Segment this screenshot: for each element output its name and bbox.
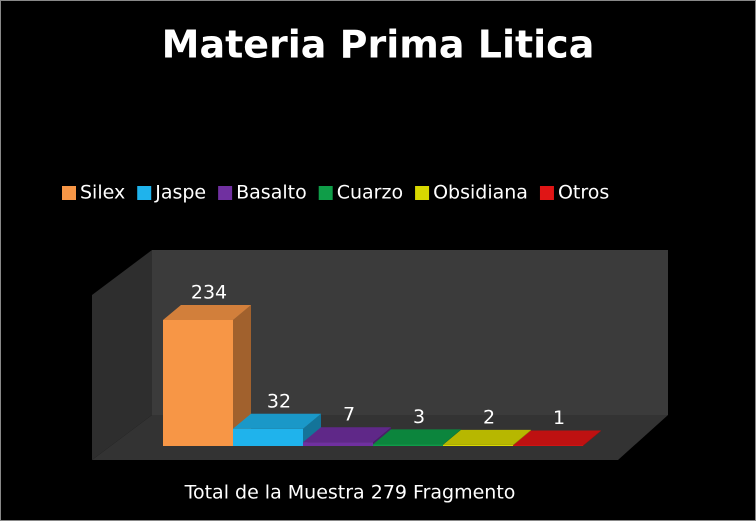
bar-top-shade: [233, 413, 321, 429]
legend-swatch: [218, 186, 233, 200]
bar-top: [163, 305, 251, 320]
legend-label: Otros: [558, 182, 609, 204]
value-label: 2: [483, 406, 495, 428]
legend-label: Jaspe: [154, 182, 206, 204]
bar-front: [443, 444, 513, 446]
legend-label: Basalto: [236, 182, 307, 204]
bar-side: [233, 305, 251, 446]
legend-swatch: [415, 186, 430, 200]
bar-top-shade: [373, 429, 461, 445]
bar-top-shade: [303, 427, 391, 443]
bar-top: [373, 429, 461, 445]
bar-side: [583, 430, 601, 446]
bar-side-shade: [583, 430, 601, 446]
bar-top: [303, 427, 391, 443]
chart-title: Materia Prima Litica: [162, 23, 595, 67]
bar-top: [443, 429, 531, 445]
legend-label: Silex: [80, 182, 125, 204]
value-label: 32: [267, 390, 291, 412]
legend-label: Cuarzo: [337, 182, 403, 204]
legend-swatch: [137, 186, 152, 200]
bar-side-shade: [233, 305, 251, 446]
value-label: 7: [343, 404, 355, 426]
legend-label: Obsidiana: [433, 182, 528, 204]
legend-swatch: [318, 186, 333, 200]
bar-front: [303, 442, 373, 446]
legend-swatch: [62, 186, 76, 200]
bar-front: [373, 444, 443, 446]
bar-top: [233, 413, 321, 429]
bar-side: [303, 413, 321, 446]
value-label: 234: [191, 282, 227, 304]
side-wall: [92, 250, 152, 460]
bar-front: [163, 320, 233, 446]
bar-top-shade: [443, 429, 531, 445]
value-label: 1: [553, 407, 565, 429]
bar-top-shade: [163, 305, 251, 320]
bar-front: [233, 428, 303, 446]
back-wall: [152, 250, 668, 415]
legend-swatch: [539, 186, 554, 200]
x-axis-label: Total de la Muestra 279 Fragmento: [184, 482, 516, 504]
bar-front: [513, 445, 583, 446]
bar-top: [513, 430, 601, 446]
bar-top-shade: [513, 430, 601, 446]
value-label: 3: [413, 406, 425, 428]
bar-side-shade: [303, 413, 321, 446]
